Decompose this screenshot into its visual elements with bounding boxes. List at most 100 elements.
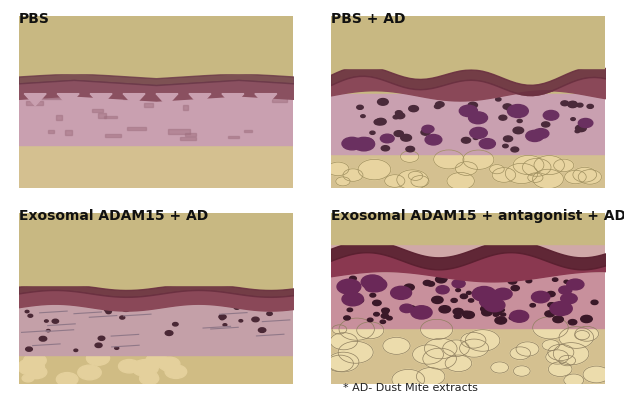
Bar — [331, 213, 605, 244]
Circle shape — [510, 347, 530, 360]
Circle shape — [267, 312, 272, 315]
Circle shape — [474, 136, 479, 139]
Circle shape — [342, 292, 363, 306]
Circle shape — [513, 127, 524, 134]
Circle shape — [542, 340, 559, 351]
Circle shape — [544, 110, 558, 120]
Polygon shape — [189, 94, 211, 106]
Circle shape — [357, 138, 374, 148]
Circle shape — [559, 286, 572, 294]
Circle shape — [376, 118, 386, 125]
Polygon shape — [24, 94, 46, 106]
Circle shape — [468, 102, 477, 108]
Circle shape — [119, 360, 140, 373]
Circle shape — [522, 158, 551, 176]
Circle shape — [461, 294, 467, 299]
Bar — [144, 103, 154, 107]
Circle shape — [571, 118, 575, 121]
Circle shape — [480, 305, 492, 312]
Circle shape — [490, 362, 509, 373]
Circle shape — [104, 307, 112, 312]
Circle shape — [513, 155, 544, 175]
Bar — [331, 94, 605, 154]
Bar — [127, 127, 146, 130]
Circle shape — [548, 344, 574, 361]
Circle shape — [453, 308, 463, 315]
Circle shape — [411, 175, 429, 187]
Circle shape — [173, 323, 178, 326]
Circle shape — [467, 313, 472, 316]
Bar — [272, 97, 287, 102]
Circle shape — [327, 162, 349, 176]
Circle shape — [434, 150, 464, 169]
Circle shape — [393, 115, 399, 119]
Circle shape — [378, 99, 388, 105]
Bar — [41, 95, 63, 99]
Circle shape — [162, 361, 179, 372]
Circle shape — [532, 291, 550, 303]
Circle shape — [381, 134, 394, 143]
Circle shape — [482, 144, 489, 148]
Circle shape — [423, 348, 456, 369]
Polygon shape — [222, 94, 244, 106]
Circle shape — [427, 281, 434, 286]
Circle shape — [470, 128, 487, 138]
Circle shape — [380, 320, 386, 324]
Circle shape — [442, 277, 447, 281]
Circle shape — [327, 355, 353, 372]
Bar — [183, 105, 188, 110]
Circle shape — [26, 365, 47, 379]
Circle shape — [495, 317, 507, 324]
Circle shape — [508, 279, 517, 284]
Circle shape — [591, 300, 598, 305]
Circle shape — [258, 328, 266, 333]
Circle shape — [343, 169, 363, 181]
Bar — [104, 134, 121, 137]
Circle shape — [445, 355, 472, 372]
Circle shape — [506, 106, 514, 111]
Circle shape — [373, 300, 381, 306]
Circle shape — [95, 343, 102, 348]
Circle shape — [357, 105, 363, 109]
Circle shape — [568, 101, 577, 107]
Circle shape — [462, 137, 470, 143]
Bar — [243, 130, 252, 132]
Circle shape — [400, 304, 414, 312]
Circle shape — [412, 345, 444, 364]
Bar — [168, 129, 190, 133]
Circle shape — [528, 173, 543, 182]
Circle shape — [462, 311, 470, 316]
Circle shape — [573, 167, 597, 182]
Circle shape — [381, 146, 389, 151]
Circle shape — [493, 309, 502, 315]
Bar — [228, 136, 239, 139]
Circle shape — [459, 105, 477, 117]
Circle shape — [401, 151, 419, 162]
Bar — [92, 109, 103, 112]
Circle shape — [482, 309, 492, 316]
Circle shape — [526, 279, 532, 283]
Circle shape — [548, 303, 555, 307]
Circle shape — [534, 155, 565, 175]
Polygon shape — [255, 94, 277, 106]
Polygon shape — [156, 94, 178, 106]
Circle shape — [140, 371, 158, 382]
Circle shape — [467, 291, 471, 294]
Circle shape — [338, 342, 373, 363]
Circle shape — [547, 292, 555, 297]
Circle shape — [499, 308, 504, 312]
Circle shape — [526, 130, 544, 142]
Polygon shape — [19, 140, 293, 188]
Circle shape — [336, 177, 350, 186]
Circle shape — [484, 299, 505, 312]
Circle shape — [463, 311, 474, 319]
Circle shape — [28, 314, 32, 317]
Circle shape — [411, 306, 432, 319]
Circle shape — [567, 279, 584, 290]
Text: Exosomal ADAM15 + antagonist + AD: Exosomal ADAM15 + antagonist + AD — [331, 209, 624, 222]
Circle shape — [391, 286, 412, 299]
Circle shape — [374, 312, 379, 316]
Circle shape — [456, 289, 461, 292]
Circle shape — [383, 310, 388, 314]
Circle shape — [561, 293, 577, 304]
